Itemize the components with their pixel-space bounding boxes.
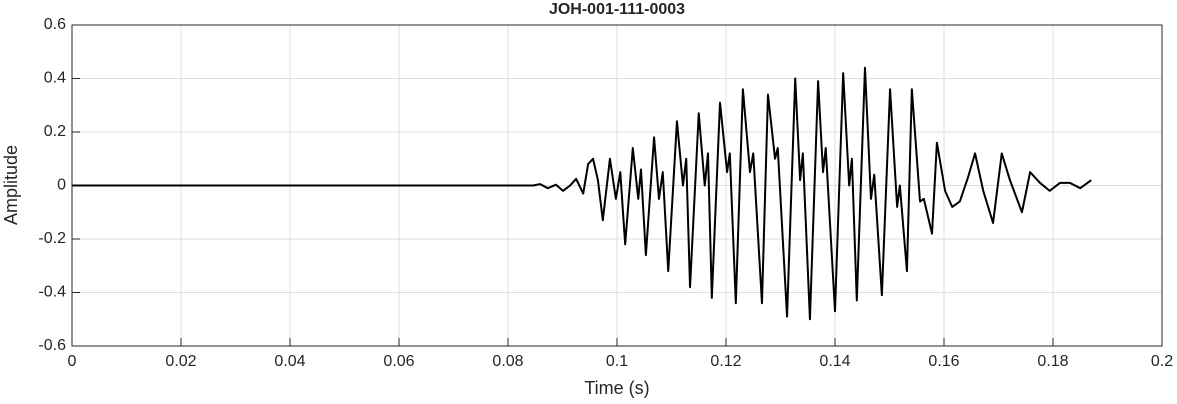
x-tick-label: 0.12 bbox=[710, 353, 741, 370]
x-axis-label: Time (s) bbox=[584, 378, 649, 398]
x-tick-label: 0.18 bbox=[1037, 353, 1068, 370]
y-tick-label: 0.6 bbox=[44, 16, 66, 33]
y-axis-label: Amplitude bbox=[1, 145, 21, 225]
y-tick-label: 0.2 bbox=[44, 123, 66, 140]
x-tick-label: 0.02 bbox=[165, 353, 196, 370]
x-tick-label: 0.1 bbox=[606, 353, 628, 370]
x-tick-label: 0.06 bbox=[383, 353, 414, 370]
y-tick-label: -0.2 bbox=[38, 230, 66, 247]
y-tick-label: 0 bbox=[57, 177, 66, 194]
x-tick-label: 0 bbox=[68, 353, 77, 370]
chart-title: JOH-001-111-0003 bbox=[549, 1, 685, 18]
y-tick-label: -0.6 bbox=[38, 337, 66, 354]
x-tick-label: 0.04 bbox=[274, 353, 305, 370]
x-tick-label: 0.16 bbox=[928, 353, 959, 370]
x-tick-label: 0.2 bbox=[1151, 353, 1173, 370]
x-tick-label: 0.08 bbox=[492, 353, 523, 370]
y-tick-label: 0.4 bbox=[44, 70, 66, 87]
x-tick-label: 0.14 bbox=[819, 353, 850, 370]
y-tick-label: -0.4 bbox=[38, 284, 66, 301]
waveform-line bbox=[72, 66, 1092, 321]
